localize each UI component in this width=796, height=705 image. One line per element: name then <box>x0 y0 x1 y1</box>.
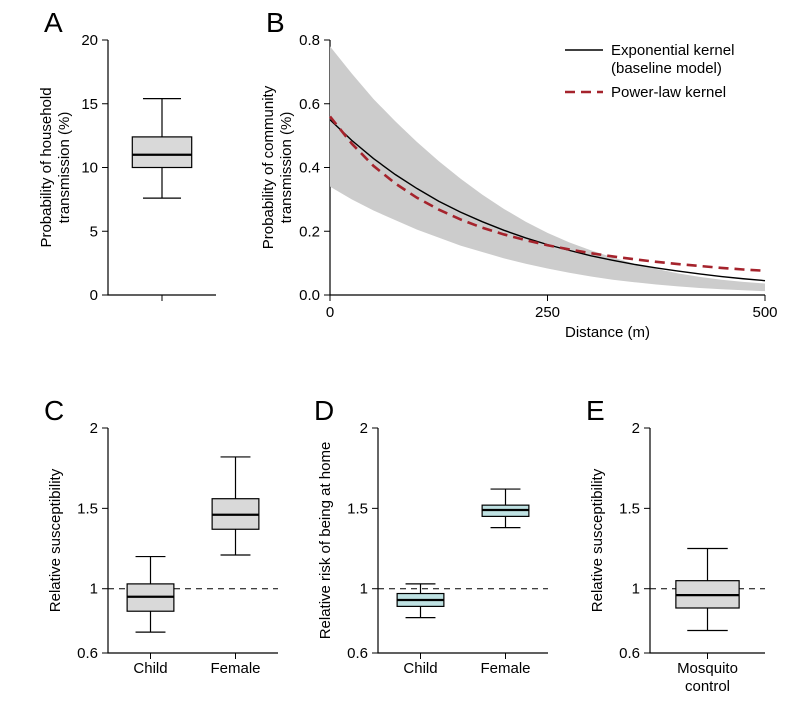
svg-text:0.6: 0.6 <box>77 645 98 662</box>
svg-text:2: 2 <box>360 420 368 437</box>
svg-text:0.4: 0.4 <box>299 160 320 177</box>
panel-B: 0.0 0.2 0.4 0.6 0.8 0 250 500 Distance (m) Probab… <box>260 7 778 341</box>
svg-text:1: 1 <box>360 581 368 598</box>
legend: Exponential kernel(baseline model) Power-… <box>565 42 734 101</box>
panel-label: B <box>266 7 285 38</box>
y-axis-label: Relative risk of being at home <box>317 442 334 640</box>
svg-text:15: 15 <box>81 96 98 113</box>
figure: 05101520Probability of householdtransmis… <box>0 0 796 705</box>
panel-label: E <box>586 395 605 426</box>
y-axis-label: Relative susceptibility <box>589 468 606 612</box>
svg-text:1.5: 1.5 <box>347 500 368 517</box>
panel-C: 0.6 1 1.5 2 Child Female Relative susceptibili… <box>44 395 278 677</box>
svg-text:Female: Female <box>210 660 260 677</box>
legend-label: Exponential kernel <box>611 42 734 59</box>
svg-text:(baseline model): (baseline model) <box>611 60 722 77</box>
y-axis-label: Relative susceptibility <box>47 468 64 612</box>
x-axis-label: Distance (m) <box>565 324 650 341</box>
y-axis-label: Probability of communitytransmission (%) <box>260 85 295 249</box>
svg-text:0: 0 <box>326 304 334 321</box>
svg-text:1: 1 <box>90 581 98 598</box>
svg-text:0.2: 0.2 <box>299 223 320 240</box>
svg-text:Female: Female <box>480 660 530 677</box>
svg-text:500: 500 <box>752 304 777 321</box>
svg-text:1.5: 1.5 <box>77 500 98 517</box>
panel-label: A <box>44 7 63 38</box>
panel-A: 0 5 10 15 20 Probability of householdtransmis… <box>38 7 216 304</box>
svg-text:0.8: 0.8 <box>299 32 320 49</box>
svg-text:2: 2 <box>632 420 640 437</box>
svg-text:5: 5 <box>90 223 98 240</box>
panel-D: 0.6 1 1.5 2 Child Female Relative risk of bein… <box>314 395 548 677</box>
svg-text:1: 1 <box>632 581 640 598</box>
svg-text:0.6: 0.6 <box>347 645 368 662</box>
legend-label: Power-law kernel <box>611 84 726 101</box>
svg-text:20: 20 <box>81 32 98 49</box>
svg-text:0.6: 0.6 <box>619 645 640 662</box>
box <box>132 137 191 168</box>
svg-text:Child: Child <box>133 660 167 677</box>
svg-text:Mosquitocontrol: Mosquitocontrol <box>677 660 738 695</box>
panel-label: C <box>44 395 64 426</box>
svg-text:2: 2 <box>90 420 98 437</box>
svg-text:1.5: 1.5 <box>619 500 640 517</box>
svg-text:0.0: 0.0 <box>299 287 320 304</box>
svg-text:10: 10 <box>81 160 98 177</box>
panel-E: 0.6 1 1.5 2 Mosquitocontrol Relative suscepti… <box>586 395 765 695</box>
svg-text:250: 250 <box>535 304 560 321</box>
panel-label: D <box>314 395 334 426</box>
svg-text:0.6: 0.6 <box>299 96 320 113</box>
y-axis-label: Probability of householdtransmission (%) <box>38 87 73 247</box>
svg-text:Child: Child <box>403 660 437 677</box>
svg-text:0: 0 <box>90 287 98 304</box>
